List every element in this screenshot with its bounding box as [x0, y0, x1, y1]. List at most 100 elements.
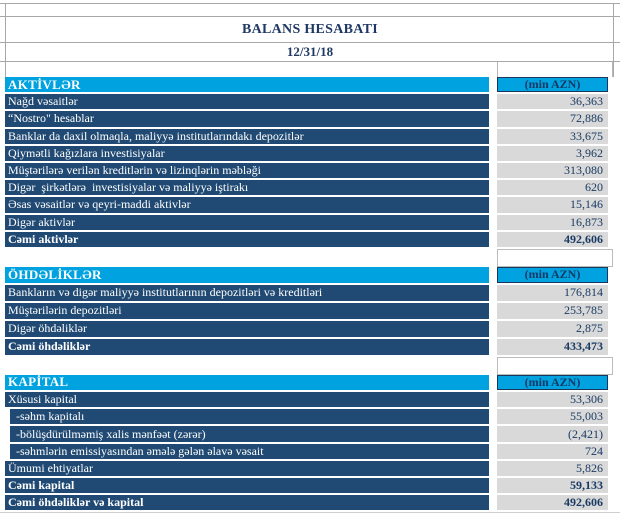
report-date: 12/31/18 [0, 43, 620, 62]
table-row: Qiymətli kağızlara investisiyalar 3,962 [0, 145, 620, 161]
row-gutter [0, 426, 10, 441]
column-gap [489, 197, 497, 213]
right-margin [608, 339, 620, 355]
right-margin [608, 495, 620, 510]
column-gap [489, 94, 497, 110]
right-margin [608, 180, 620, 195]
grid-line-left [5, 3, 6, 77]
row-label-cell: Müştərilərin depozitləri [5, 302, 489, 319]
right-margin [608, 392, 620, 407]
total-row: Cəmi öhdəliklər 433,473 [0, 338, 620, 355]
row-label-cell: -səhmlərin emissiyasından əmələ gələn əl… [10, 443, 489, 459]
row-label-cell: Cəmi öhdəliklər və kapital [5, 495, 489, 511]
column-gap [489, 162, 497, 179]
row-value-cell: 724 [497, 443, 608, 459]
right-margin [608, 321, 620, 337]
table-row: -səhm kapitalı 55,003 [0, 409, 620, 425]
column-gap [489, 374, 497, 391]
row-value-cell: 176,814 [497, 284, 608, 301]
section-kapital: KAPİTAL (min AZN) Xüsusi kapital 53,306 -səh… [0, 374, 620, 511]
table-row: Müştərilərin depozitləri 253,785 [0, 302, 620, 319]
column-gap [489, 231, 497, 247]
right-margin [608, 426, 620, 441]
row-value-cell: 33,675 [497, 128, 608, 144]
total-row: Cəmi öhdəliklər və kapital 492,606 [0, 495, 620, 511]
column-gap [489, 392, 497, 408]
table-row: Digər şirkətlərə investisiyalar və maliy… [0, 180, 620, 196]
section-header-row: AKTİVLƏR (min AZN) [0, 77, 620, 93]
column-gap [489, 443, 497, 459]
right-margin [608, 409, 620, 424]
table-row: -səhmlərin emissiyasından əmələ gələn əl… [0, 443, 620, 459]
column-gap [489, 302, 497, 319]
row-label-cell: Cəmi kapital [5, 478, 489, 494]
right-margin [608, 303, 620, 319]
column-gap [489, 495, 497, 511]
row-value-cell: 36,363 [497, 94, 608, 110]
right-margin [608, 285, 620, 301]
section-header-row: ÖHDƏLİKLƏR (min AZN) [0, 266, 620, 283]
right-margin [608, 111, 620, 126]
column-gap [489, 128, 497, 144]
empty-cell [497, 248, 613, 267]
table-row: Banklar da daxil olmaqla, maliyyə instit… [0, 128, 620, 144]
empty-cell [497, 62, 613, 77]
row-label-cell: Bankların və digər maliyyə institutların… [5, 284, 489, 301]
right-margin [608, 163, 620, 178]
right-margin [608, 94, 620, 109]
right-margin [608, 232, 620, 247]
column-gap [489, 478, 497, 494]
row-value-cell: 59,133 [497, 478, 608, 494]
unit-header-cell: (min AZN) [497, 374, 608, 391]
section-header-row: KAPİTAL (min AZN) [0, 374, 620, 391]
table-row: Digər aktivlər 16,873 [0, 214, 620, 230]
row-label-cell: Digər şirkətlərə investisiyalar və maliy… [5, 180, 489, 196]
total-row: Cəmi kapital 59,133 [0, 478, 620, 494]
report-title: BALANS HESABATI [0, 17, 620, 43]
column-gap [489, 460, 497, 476]
row-value-cell: 492,606 [497, 495, 608, 511]
row-label-cell: -səhm kapitalı [10, 409, 489, 425]
table-row: Ümumi ehtiyatlar 5,826 [0, 460, 620, 476]
column-gap [489, 426, 497, 442]
section-title-cell: AKTİVLƏR [5, 77, 489, 93]
row-value-cell: 313,080 [497, 162, 608, 179]
row-label-cell: Qiymətli kağızlara investisiyalar [5, 145, 489, 161]
row-label-cell: Müştərilərə verilən kreditlərin və lizin… [5, 162, 489, 179]
right-margin [608, 146, 620, 161]
right-margin [608, 215, 620, 230]
row-label-cell: Banklar da daxil olmaqla, maliyyə instit… [5, 128, 489, 144]
row-value-cell: 3,962 [497, 145, 608, 161]
row-value-cell: 433,473 [497, 338, 608, 355]
column-gap [489, 266, 497, 283]
row-label-cell: Digər öhdəliklər [5, 320, 489, 337]
empty-cell [497, 356, 613, 375]
row-label-cell: “Nostro" hesablar [5, 111, 489, 127]
row-label-cell: Nağd vəsaitlər [5, 94, 489, 110]
row-label-cell: -bölüşdürülməmiş xalis mənfəət (zərər) [10, 426, 489, 442]
row-value-cell: 53,306 [497, 392, 608, 408]
section-ohdelikler: ÖHDƏLİKLƏR (min AZN) Bankların və digər ma… [0, 266, 620, 355]
section-title-cell: KAPİTAL [5, 374, 489, 391]
column-gap [489, 284, 497, 301]
spacer-row [0, 3, 620, 17]
right-margin [608, 375, 620, 390]
table-row: Nağd vəsaitlər 36,363 [0, 94, 620, 110]
spacer-row [0, 62, 620, 77]
row-label-cell: Xüsusi kapital [5, 392, 489, 408]
row-value-cell: 492,606 [497, 231, 608, 247]
table-row: Digər öhdəliklər 2,875 [0, 320, 620, 337]
row-value-cell: 72,886 [497, 111, 608, 127]
column-gap [489, 145, 497, 161]
column-gap [489, 77, 497, 93]
right-margin [608, 461, 620, 476]
row-value-cell: 55,003 [497, 409, 608, 425]
section-aktivler: AKTİVLƏR (min AZN) Nağd vəsaitlər 36,363 “No… [0, 77, 620, 247]
right-margin [608, 478, 620, 493]
row-label-cell: Ümumi ehtiyatlar [5, 460, 489, 476]
table-row: -bölüşdürülməmiş xalis mənfəət (zərər) (2… [0, 426, 620, 442]
report-header: BALANS HESABATI 12/31/18 [0, 0, 620, 77]
right-margin [608, 267, 620, 283]
table-row: “Nostro" hesablar 72,886 [0, 111, 620, 127]
